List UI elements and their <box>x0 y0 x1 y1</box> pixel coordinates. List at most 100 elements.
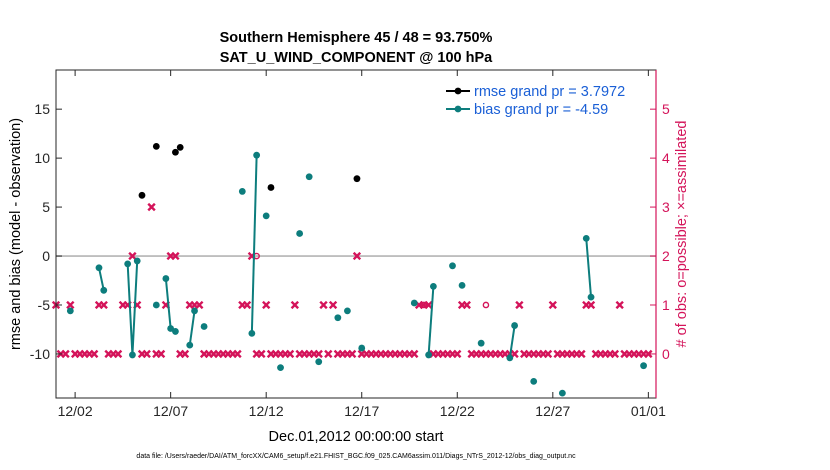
chart-title-line-1: Southern Hemisphere 45 / 48 = 93.750% <box>220 30 493 46</box>
bias-point <box>172 328 179 335</box>
bias-point <box>262 212 270 220</box>
bias-line <box>98 267 105 291</box>
bias-line <box>508 325 516 359</box>
bias-point <box>133 257 141 265</box>
obs-assimilated-marker <box>644 349 653 359</box>
bias-point <box>530 377 538 385</box>
obs-assimilated-marker <box>128 251 137 261</box>
y-tick-label: -5 <box>38 297 51 313</box>
obs-assimilated-marker <box>66 300 75 310</box>
bias-point <box>315 358 323 366</box>
rmse-point <box>176 143 184 151</box>
bias-line <box>427 286 435 355</box>
bias-point <box>410 299 418 307</box>
obs-assimilated-marker <box>314 349 323 359</box>
obs-assimilated-marker <box>99 300 108 310</box>
rmse-point <box>267 184 275 191</box>
bias-line <box>250 155 258 334</box>
y-tick-label: 10 <box>34 150 50 166</box>
bias-point <box>358 344 366 352</box>
bias-point <box>129 351 136 359</box>
obs-assimilated-marker <box>319 300 328 310</box>
bias-point <box>334 314 342 322</box>
bias-line <box>188 310 196 346</box>
obs-assimilated-marker <box>156 349 166 359</box>
legend-bias-marker <box>454 105 462 113</box>
obs-assimilated-marker <box>424 300 433 310</box>
obs-assimilated-marker <box>113 349 123 359</box>
x-tick-label: 12/07 <box>153 403 188 419</box>
obs-assimilated-marker <box>90 349 99 359</box>
obs-assimilated-marker <box>610 349 620 359</box>
y2-tick-label: 1 <box>662 297 670 313</box>
bias-point <box>640 362 647 370</box>
bias-point <box>200 323 208 330</box>
x-tick-label: 01/01 <box>631 403 666 419</box>
x-tick-label: 12/12 <box>249 403 284 419</box>
obs-assimilated-marker <box>171 251 180 261</box>
bias-point <box>305 173 313 181</box>
y2-tick-label: 2 <box>662 248 670 264</box>
bias-point <box>344 307 351 315</box>
obs-assimilated-marker <box>462 300 471 310</box>
obs-assimilated-marker <box>290 300 300 310</box>
obs-possible-marker <box>420 301 428 309</box>
y2-axis-label: # of obs: o=possible; ×=assimilated <box>674 121 690 348</box>
bias-point <box>253 151 261 159</box>
bias-line <box>126 260 139 355</box>
obs-assimilated-marker <box>328 300 338 310</box>
rmse-point <box>172 148 179 156</box>
obs-assimilated-marker <box>233 349 242 359</box>
obs-assimilated-marker <box>548 300 557 310</box>
y2-tick-label: 3 <box>662 199 670 215</box>
rmse-point <box>353 175 361 183</box>
data-file-footnote: data file: /Users/raeder/DAI/ATM_forcXX/… <box>136 453 576 460</box>
obs-assimilated-marker <box>586 300 596 310</box>
obs-assimilated-marker <box>242 300 252 310</box>
x-axis-label: Dec.01,2012 00:00:00 start <box>269 429 444 445</box>
bias-point <box>248 329 256 337</box>
bias-point <box>238 188 246 195</box>
y-tick-label: 15 <box>34 101 50 117</box>
y-tick-label: 5 <box>42 199 50 215</box>
bias-point <box>296 230 304 237</box>
bias-point <box>429 282 437 290</box>
bias-point <box>558 389 566 397</box>
obs-assimilated-marker <box>410 349 419 359</box>
y2-tick-label: 0 <box>662 346 670 362</box>
obs-assimilated-marker <box>142 349 151 359</box>
obs-assimilated-marker <box>180 349 190 359</box>
bias-point <box>95 264 103 272</box>
obs-assimilated-marker <box>577 349 586 359</box>
bias-point <box>458 282 466 289</box>
obs-assimilated-marker <box>324 349 333 359</box>
y2-tick-label: 5 <box>662 101 670 117</box>
obs-assimilated-marker <box>257 349 266 359</box>
rmse-point <box>152 142 160 150</box>
bias-point <box>152 301 160 309</box>
legend-rmse-label: rmse grand pr = 3.7972 <box>474 84 625 100</box>
bias-point <box>191 307 198 315</box>
x-tick-label: 12/22 <box>440 403 475 419</box>
bias-point <box>425 351 433 359</box>
rmse-point <box>138 191 146 199</box>
bias-point <box>66 307 74 315</box>
obs-assimilated-marker <box>61 349 70 359</box>
obs-assimilated-marker <box>453 349 462 359</box>
y-tick-label: 0 <box>42 248 50 264</box>
y-axis-label: rmse and bias (model - observation) <box>8 118 24 350</box>
y-tick-label: -10 <box>30 346 50 362</box>
bias-point <box>477 339 485 347</box>
obs-possible-marker <box>482 301 490 309</box>
obs-assimilated-marker <box>348 349 357 359</box>
obs-assimilated-marker <box>262 300 271 310</box>
legend: rmse grand pr = 3.7972 bias grand pr = -… <box>441 78 639 118</box>
bias-point <box>506 354 514 362</box>
chart-title-line-2: SAT_U_WIND_COMPONENT @ 100 hPa <box>220 50 493 66</box>
y2-tick-label: 4 <box>662 150 670 166</box>
legend-rmse-marker <box>454 87 462 95</box>
plot-frame <box>55 69 657 399</box>
x-tick-label: 12/02 <box>58 403 93 419</box>
obs-assimilated-marker <box>195 300 204 310</box>
